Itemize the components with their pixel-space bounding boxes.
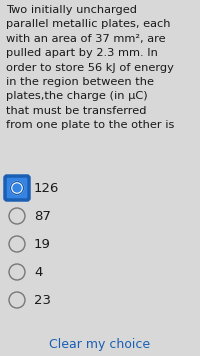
Text: 23: 23 [34, 293, 51, 307]
Text: Clear my choice: Clear my choice [49, 338, 151, 351]
Text: 126: 126 [34, 182, 59, 194]
Circle shape [9, 264, 25, 280]
FancyBboxPatch shape [5, 176, 29, 200]
Text: 19: 19 [34, 237, 51, 251]
Text: Two initially uncharged
parallel metallic plates, each
with an area of 37 mm², a: Two initially uncharged parallel metalli… [6, 5, 174, 130]
Text: 87: 87 [34, 209, 51, 222]
Circle shape [9, 208, 25, 224]
Circle shape [9, 292, 25, 308]
Text: 4: 4 [34, 266, 42, 278]
Circle shape [13, 184, 21, 192]
Circle shape [9, 236, 25, 252]
Circle shape [10, 182, 24, 194]
